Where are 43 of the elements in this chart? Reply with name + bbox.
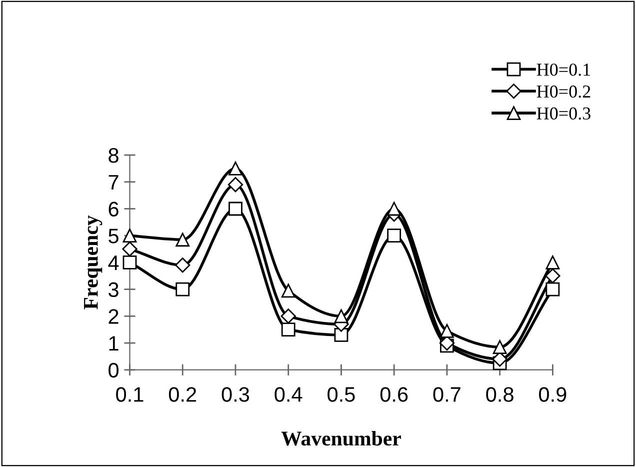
point [281,322,296,337]
point [228,202,242,216]
point [440,324,454,338]
point [387,202,402,216]
point [176,282,190,296]
x-tick-label: 0.1 [116,387,144,402]
y-axis-title: Frequency [84,215,102,310]
x-tick-label: 0.5 [328,387,355,402]
x-tick-label: 0.7 [433,387,460,402]
y-tick-label: 2 [108,309,118,324]
y-tick-label: 7 [108,175,118,190]
x-axis-title: Wavenumber [281,430,401,446]
legend-label: H0=0.2 [536,85,590,98]
x-tick-label: 0.9 [539,387,566,402]
point [546,256,560,270]
legend-label: H0=0.3 [536,107,590,120]
y-tick-label: 5 [108,228,118,244]
point [334,328,348,342]
point [281,284,296,298]
y-tick-label: 8 [108,148,118,163]
point [334,309,348,324]
y-tick-label: 4 [108,256,119,270]
point [122,241,138,257]
point [228,177,244,192]
point [176,232,190,247]
point [122,256,137,270]
point [175,258,190,273]
x-tick-label: 0.3 [222,387,250,402]
point [280,308,296,324]
x-tick-label: 0.6 [380,387,408,402]
x-tick-label: 0.2 [168,387,196,402]
point [228,162,242,176]
point [546,282,560,296]
point [492,340,507,354]
legend-label: H0=0.1 [536,64,590,76]
point [545,268,560,284]
point [387,228,402,243]
x-tick-label: 0.8 [486,387,514,402]
y-tick-label: 0 [108,362,119,378]
y-tick-label: 6 [108,202,118,217]
x-tick-label: 0.4 [274,387,302,402]
y-tick-label: 1 [109,336,118,351]
y-tick-label: 3 [108,282,118,298]
